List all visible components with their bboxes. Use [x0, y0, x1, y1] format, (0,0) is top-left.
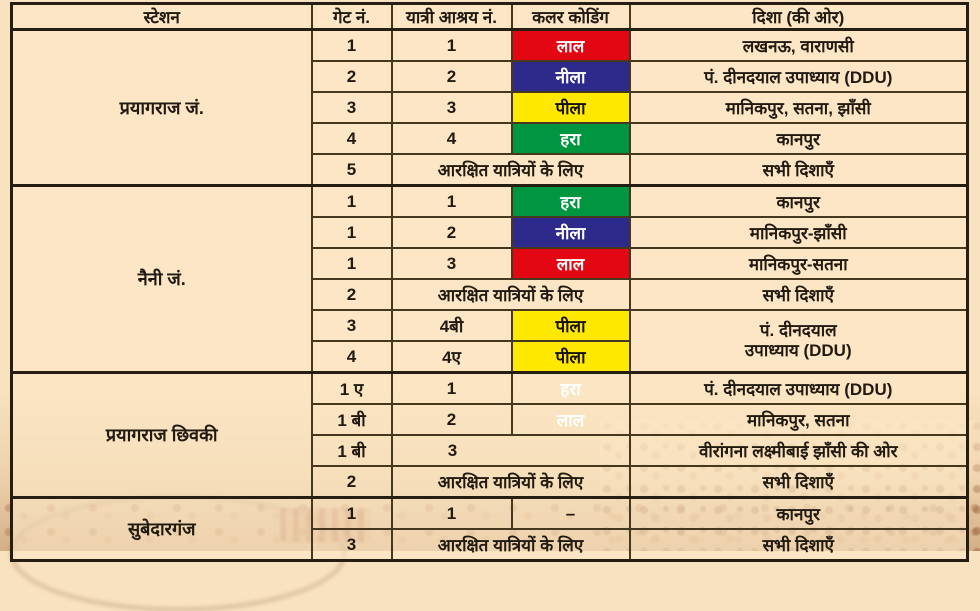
direction-cell: मानिकपुर-झाँसी — [628, 216, 969, 249]
direction-cell: कानपुर — [628, 184, 969, 218]
station-color-coding-table: स्टेशन गेट नं. यात्री आश्रय नं. कलर कोडि… — [10, 2, 969, 562]
gate-cell: 1 बी — [310, 434, 393, 467]
shelter-cell: 3 — [390, 434, 631, 467]
color-cell: हरा — [510, 122, 631, 155]
gate-cell: 4 — [310, 122, 393, 155]
header-gate: गेट नं. — [310, 2, 393, 31]
section-prayagraj-chheoki: प्रयागराज छिवकी 1 ए 1 हरा पं. दीनदयाल उप… — [10, 371, 969, 499]
direction-cell: सभी दिशाएँ — [628, 528, 969, 562]
direction-cell: सभी दिशाएँ — [628, 153, 969, 187]
color-cell: हरा — [510, 184, 631, 218]
direction-cell: मानिकपुर, सतना — [628, 403, 969, 436]
gate-cell: 1 — [310, 496, 393, 530]
table-row: 1 बी 2 लाल मानिकपुर, सतना — [12, 403, 969, 436]
gate-cell: 4 — [310, 340, 393, 374]
gate-cell: 1 ए — [310, 371, 393, 405]
header-row: स्टेशन गेट नं. यात्री आश्रय नं. कलर कोडि… — [10, 2, 969, 31]
gate-cell: 3 — [310, 309, 393, 342]
gate-cell: 1 — [310, 28, 393, 62]
header-color: कलर कोडिंग — [510, 2, 631, 31]
color-cell: पीला — [510, 309, 631, 342]
color-cell: हरा — [510, 371, 631, 405]
shelter-number: 3 — [447, 440, 458, 460]
table-row: 4 4 हरा कानपुर — [12, 122, 969, 155]
station-cell: प्रयागराज छिवकी — [10, 371, 313, 499]
direction-line: पं. दीनदयाल — [759, 321, 837, 341]
table-row: सुबेदारगंज 1 1 – कानपुर — [10, 496, 969, 562]
direction-cell: मानिकपुर-सतना — [628, 247, 969, 280]
shelter-cell: 4 — [390, 122, 513, 155]
direction-cell: कानपुर — [628, 122, 969, 155]
color-cell: पीला — [510, 340, 631, 374]
gate-cell: 1 — [310, 216, 393, 249]
table-row: 2 2 नीला पं. दीनदयाल उपाध्याय (DDU) — [12, 60, 969, 93]
direction-line: उपाध्याय (DDU) — [744, 341, 852, 360]
shelter-cell: 1 — [390, 496, 513, 530]
table-row: 1 3 लाल मानिकपुर-सतना — [12, 247, 969, 280]
table-row: प्रयागराज छिवकी 1 ए 1 हरा पं. दीनदयाल उप… — [10, 371, 969, 499]
gate-cell: 1 — [310, 184, 393, 218]
station-cell: सुबेदारगंज — [10, 496, 313, 562]
table-row: 4 4ए पीला — [12, 340, 968, 374]
table-row: 1 बी 3 वीरांगना लक्ष्मीबाई झाँसी की ओर — [12, 434, 969, 467]
color-cell: लाल — [510, 28, 631, 62]
table-row: 3 4बी पीला पं. दीनदयाल उपाध्याय (DDU) — [12, 309, 969, 374]
color-cell: लाल — [510, 403, 631, 436]
gate-cell: 2 — [310, 278, 393, 311]
gate-cell: 5 — [310, 153, 393, 187]
table-row: 1 2 नीला मानिकपुर-झाँसी — [12, 216, 969, 249]
section-prayagraj-jn: प्रयागराज जं. 1 1 लाल लखनऊ, वाराणसी 2 2 … — [10, 28, 969, 187]
color-cell: पीला — [510, 91, 631, 124]
gate-cell: 1 बी — [310, 403, 393, 436]
gate-cell: 1 — [310, 247, 393, 280]
section-subedarganj: सुबेदारगंज 1 1 – कानपुर 3 आरक्षित यात्रि… — [10, 496, 969, 562]
station-cell: नैनी जं. — [10, 184, 313, 374]
direction-cell: वीरांगना लक्ष्मीबाई झाँसी की ओर — [628, 434, 969, 467]
table-row: 2 आरक्षित यात्रियों के लिए सभी दिशाएँ — [12, 465, 969, 499]
direction-cell: मानिकपुर, सतना, झाँसी — [628, 91, 969, 124]
gate-cell: 3 — [310, 91, 393, 124]
direction-cell: सभी दिशाएँ — [628, 278, 969, 311]
section-naini-jn: नैनी जं. 1 1 हरा कानपुर 1 2 नीला मानिकपु… — [10, 184, 969, 374]
gate-cell: 2 — [310, 60, 393, 93]
header-station: स्टेशन — [10, 2, 313, 31]
reserved-cell: आरक्षित यात्रियों के लिए — [390, 278, 631, 311]
direction-cell: पं. दीनदयाल उपाध्याय (DDU) — [628, 371, 969, 405]
gate-cell: 3 — [310, 528, 393, 562]
shelter-cell: 2 — [390, 216, 513, 249]
gate-cell: 2 — [310, 465, 393, 499]
direction-cell: पं. दीनदयाल उपाध्याय (DDU) — [628, 60, 969, 93]
reserved-cell: आरक्षित यात्रियों के लिए — [390, 465, 631, 499]
shelter-cell: 4बी — [390, 309, 513, 342]
shelter-cell: 4ए — [390, 340, 513, 374]
station-cell: प्रयागराज जं. — [10, 28, 313, 187]
shelter-cell: 3 — [390, 91, 513, 124]
table-row: 2 आरक्षित यात्रियों के लिए सभी दिशाएँ — [12, 278, 969, 311]
color-cell: नीला — [510, 216, 631, 249]
header-direction: दिशा (की ओर) — [628, 2, 969, 31]
table-row: 3 3 पीला मानिकपुर, सतना, झाँसी — [12, 91, 969, 124]
direction-cell: पं. दीनदयाल उपाध्याय (DDU) — [628, 309, 969, 374]
color-cell: – — [510, 496, 631, 530]
header-shelter: यात्री आश्रय नं. — [390, 2, 513, 31]
shelter-cell: 2 — [390, 60, 513, 93]
shelter-cell: 1 — [390, 28, 513, 62]
shelter-cell: 3 — [390, 247, 513, 280]
reserved-cell: आरक्षित यात्रियों के लिए — [390, 528, 631, 562]
direction-cell: लखनऊ, वाराणसी — [628, 28, 969, 62]
shelter-cell: 1 — [390, 184, 513, 218]
direction-cell: कानपुर — [628, 496, 969, 530]
direction-cell: सभी दिशाएँ — [628, 465, 969, 499]
table-row: नैनी जं. 1 1 हरा कानपुर — [10, 184, 969, 374]
table-row: प्रयागराज जं. 1 1 लाल लखनऊ, वाराणसी — [10, 28, 969, 187]
color-cell: लाल — [510, 247, 631, 280]
color-cell: नीला — [510, 60, 631, 93]
shelter-cell: 2 — [390, 403, 513, 436]
shelter-cell: 1 — [390, 371, 513, 405]
reserved-cell: आरक्षित यात्रियों के लिए — [390, 153, 631, 187]
